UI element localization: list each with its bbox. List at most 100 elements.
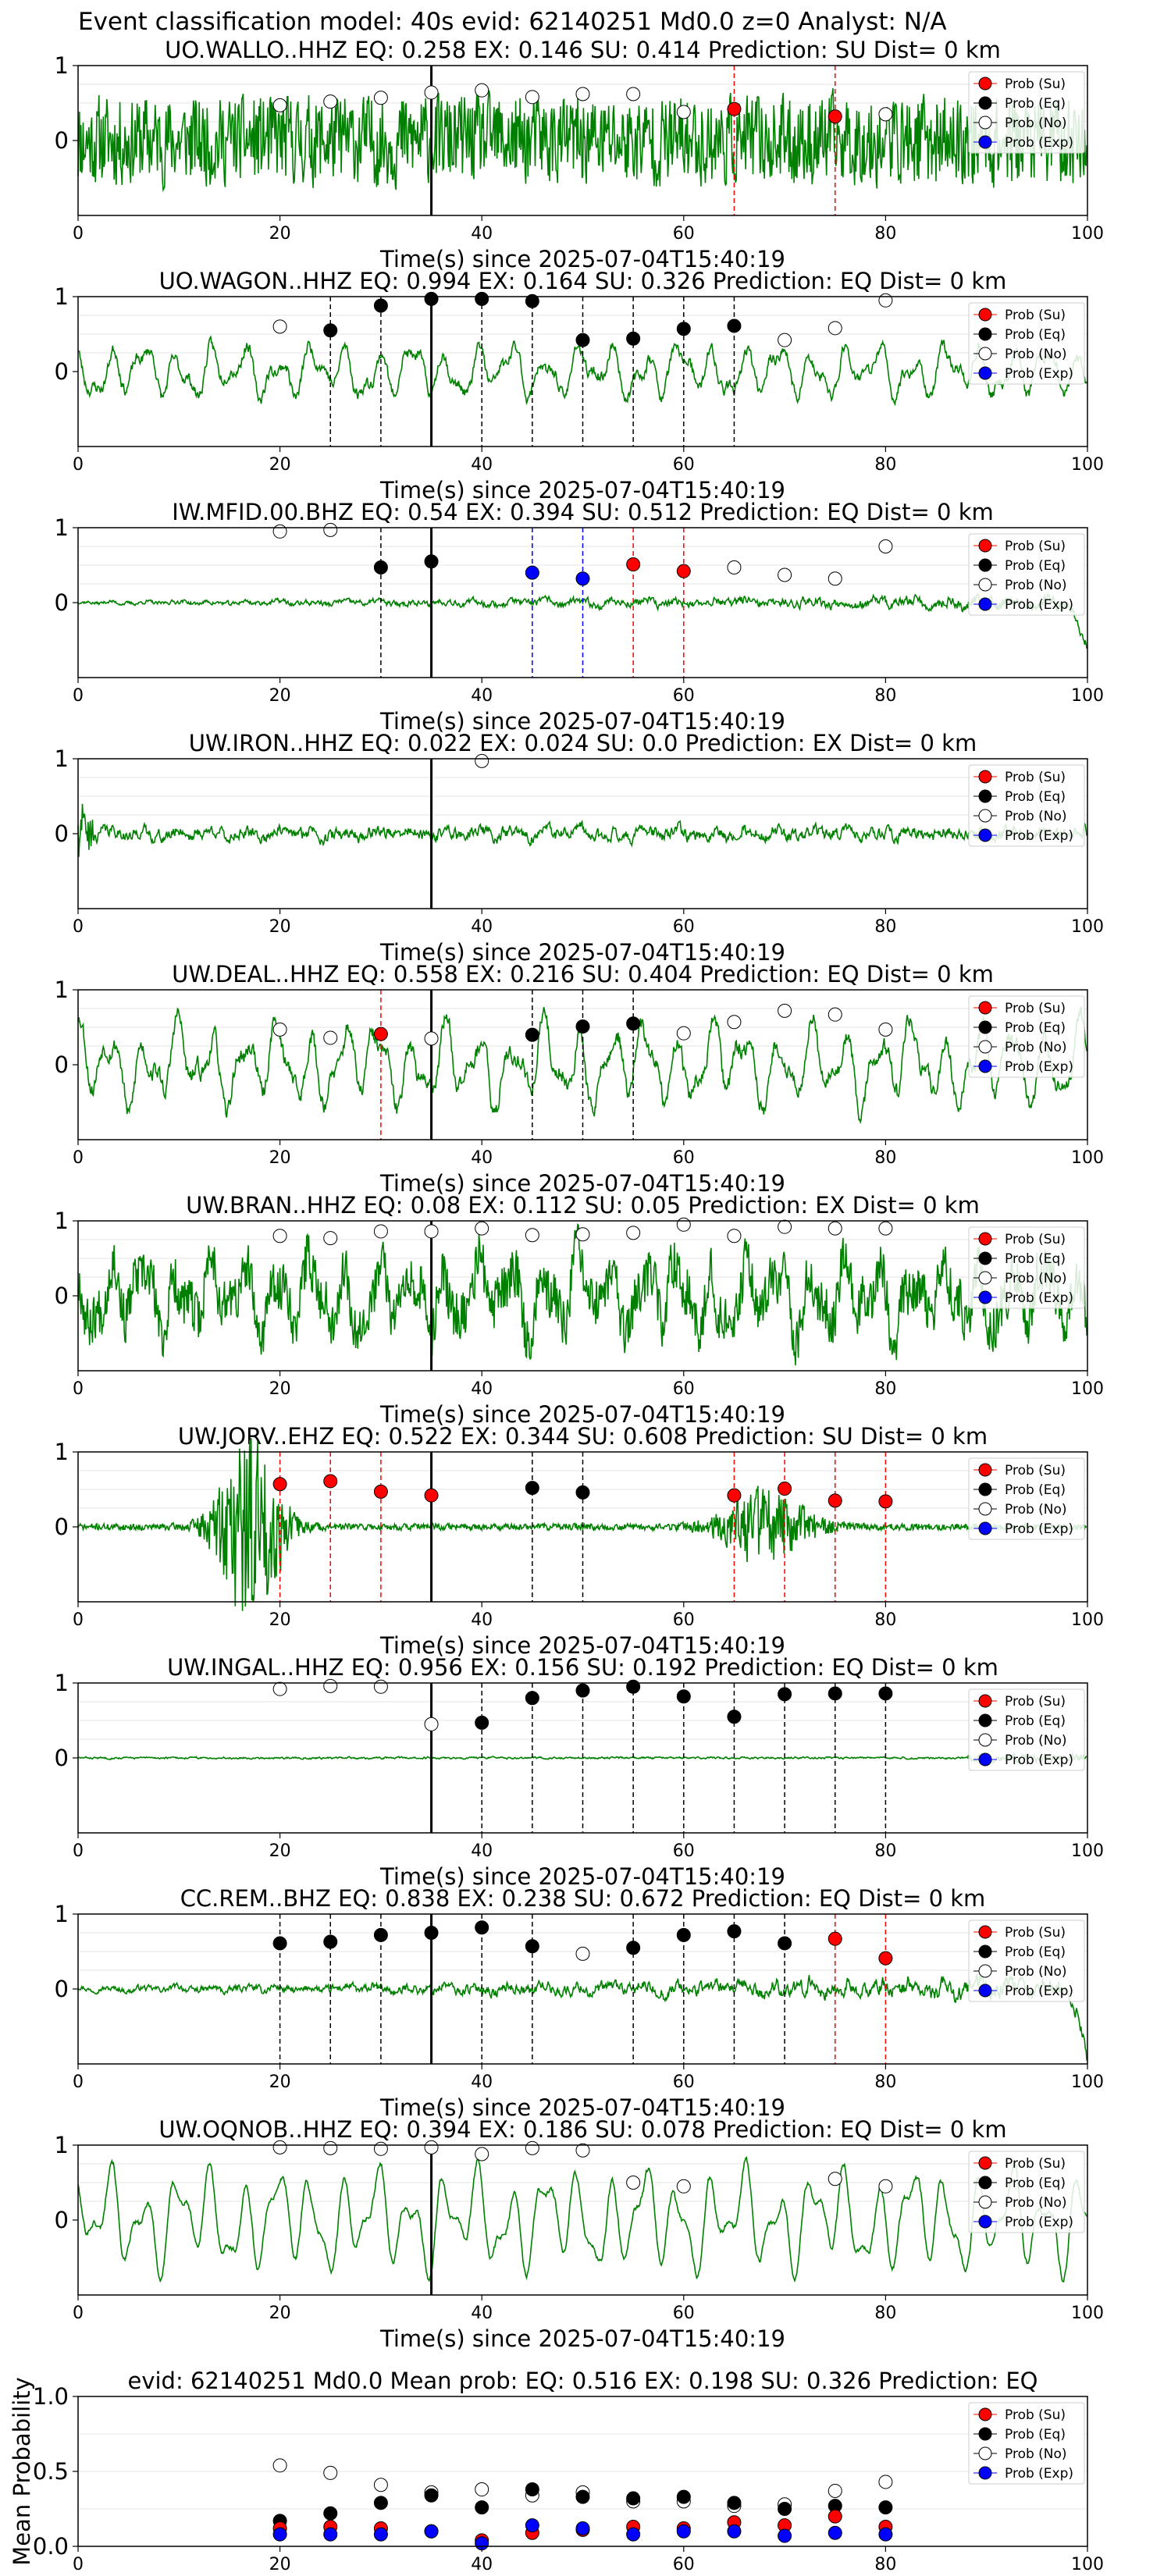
- legend-marker-exp: [978, 135, 992, 149]
- legend-marker-su: [978, 1694, 992, 1708]
- legend-marker-exp: [978, 1059, 992, 1073]
- panel-uw-oqnob-hhz-title: UW.OQNOB..HHZ EQ: 0.394 EX: 0.186 SU: 0.…: [158, 2116, 1006, 2143]
- legend-marker-no: [978, 1964, 992, 1978]
- prob-point-eq: [727, 1924, 742, 1939]
- x-tick-label: 60: [673, 1379, 695, 1399]
- prob-point-no: [373, 1224, 388, 1239]
- prob-point-su: [878, 1494, 893, 1509]
- legend-marker-su: [978, 1925, 992, 1939]
- prob-point-eq: [626, 1941, 641, 1955]
- x-tick-label: 100: [1071, 1379, 1104, 1399]
- x-tick-label: 40: [471, 224, 493, 244]
- x-tick-label: 20: [269, 1148, 291, 1168]
- y-tick-label: 1: [55, 283, 69, 310]
- mean-point-eq: [778, 2502, 792, 2516]
- legend-box: [968, 533, 1085, 616]
- prob-point-no: [778, 568, 792, 582]
- x-tick-label: 20: [269, 917, 291, 937]
- prob-point-no: [878, 107, 893, 122]
- legend-label-eq: Prob (Eq): [1005, 327, 1066, 343]
- legend-marker-eq: [978, 1482, 992, 1496]
- legend-marker-su: [978, 2407, 992, 2421]
- x-tick-label: 100: [1071, 2073, 1104, 2092]
- legend-label-exp: Prob (Exp): [1005, 2466, 1073, 2482]
- y-tick-label: 1: [55, 1670, 69, 1696]
- prob-point-no: [828, 1007, 842, 1022]
- x-tick-label: 80: [874, 2304, 896, 2323]
- legend-marker-su: [978, 539, 992, 553]
- legend-label-exp: Prob (Exp): [1005, 597, 1073, 613]
- y-tick-label: 0: [55, 2207, 69, 2233]
- prob-point-eq: [575, 1019, 590, 1034]
- mean-point-exp: [828, 2525, 842, 2540]
- legend-label-no: Prob (No): [1005, 809, 1067, 824]
- panel-uo-wagon-hhz-title: UO.WAGON..HHZ EQ: 0.994 EX: 0.164 SU: 0.…: [159, 268, 1007, 294]
- prob-point-su: [727, 101, 742, 116]
- x-tick-label: 0: [73, 2073, 84, 2092]
- x-tick-label: 0: [73, 1148, 84, 1168]
- x-tick-label: 0: [73, 1610, 84, 1630]
- panel-uw-iron-hhz-waveform: [77, 803, 1087, 857]
- x-tick-label: 40: [471, 686, 493, 706]
- mean-point-eq: [626, 2491, 641, 2506]
- x-tick-label: 40: [471, 455, 493, 475]
- panel-uw-ingal-hhz-title: UW.INGAL..HHZ EQ: 0.956 EX: 0.156 SU: 0.…: [167, 1654, 998, 1681]
- mean-point-exp: [373, 2527, 388, 2542]
- prob-point-eq: [323, 323, 338, 338]
- x-tick-label: 0: [73, 1379, 84, 1399]
- x-tick-label: 40: [471, 1148, 493, 1168]
- prob-point-no: [272, 98, 287, 112]
- panel-uw-bran-hhz-title: UW.BRAN..HHZ EQ: 0.08 EX: 0.112 SU: 0.05…: [186, 1192, 980, 1219]
- x-tick-label: 20: [269, 224, 291, 244]
- prob-point-su: [828, 1493, 842, 1508]
- prob-point-su: [272, 1477, 287, 1492]
- x-tick-label: 40: [471, 2073, 493, 2092]
- y-tick-label: 1: [55, 1901, 69, 1927]
- x-tick-label: 80: [874, 1841, 896, 1861]
- legend-label-eq: Prob (Eq): [1005, 2176, 1066, 2191]
- panel-uw-oqnob-hhz-waveform: [77, 2156, 1087, 2283]
- prob-point-su: [828, 1931, 842, 1946]
- mean-point-no: [475, 2482, 489, 2497]
- prob-point-su: [323, 1474, 338, 1489]
- prob-point-no: [828, 1221, 842, 1236]
- legend-label-su: Prob (Su): [1005, 76, 1066, 92]
- legend-marker-exp: [978, 2215, 992, 2229]
- x-tick-label: 80: [874, 1610, 896, 1630]
- panel-cc-rem-bhz-axes: CC.REM..BHZ EQ: 0.838 EX: 0.238 SU: 0.67…: [55, 1885, 1104, 2121]
- legend-label-exp: Prob (Exp): [1005, 135, 1073, 151]
- x-tick-label: 20: [269, 2073, 291, 2092]
- legend-label-no: Prob (No): [1005, 578, 1067, 593]
- x-tick-label: 80: [874, 1379, 896, 1399]
- x-tick-label: 0: [73, 455, 84, 475]
- y-tick-label: 0: [55, 127, 69, 154]
- x-tick-label: 20: [269, 1379, 291, 1399]
- panel-iw-mfid-00-bhz-legend: Prob (Su) Prob (Eq) Prob (No) Prob (Exp): [968, 533, 1085, 616]
- x-tick-label: 0: [73, 2304, 84, 2323]
- legend-marker-no: [978, 1733, 992, 1747]
- mean-point-eq: [878, 2500, 893, 2515]
- panel-uw-oqnob-hhz-axes: UW.OQNOB..HHZ EQ: 0.394 EX: 0.186 SU: 0.…: [55, 2116, 1104, 2352]
- prob-point-no: [676, 2179, 691, 2194]
- legend-label-su: Prob (Su): [1005, 539, 1066, 554]
- legend-label-su: Prob (Su): [1005, 770, 1066, 785]
- y-tick-label: 0: [55, 358, 69, 385]
- mean-point-eq: [727, 2496, 742, 2510]
- x-tick-label: 60: [673, 2073, 695, 2092]
- legend-marker-no: [978, 2446, 992, 2460]
- x-tick-label: 40: [471, 917, 493, 937]
- prob-point-no: [272, 2140, 287, 2154]
- x-tick-label: 40: [471, 2555, 493, 2574]
- legend-box: [968, 1226, 1085, 1309]
- panel-uw-ingal-hhz-waveform: [77, 1752, 1087, 1765]
- prob-point-eq: [626, 331, 641, 346]
- prob-point-no: [676, 105, 691, 119]
- y-tick-label: 1.0: [33, 2383, 69, 2410]
- panel-uw-deal-hhz-axes: UW.DEAL..HHZ EQ: 0.558 EX: 0.216 SU: 0.4…: [55, 961, 1104, 1197]
- legend-box: [968, 2402, 1085, 2485]
- y-tick-label: 0.0: [33, 2533, 69, 2560]
- mean-point-exp: [272, 2527, 287, 2542]
- legend-label-no: Prob (No): [1005, 1040, 1067, 1055]
- prob-point-eq: [475, 1715, 489, 1730]
- legend-marker-su: [978, 2156, 992, 2170]
